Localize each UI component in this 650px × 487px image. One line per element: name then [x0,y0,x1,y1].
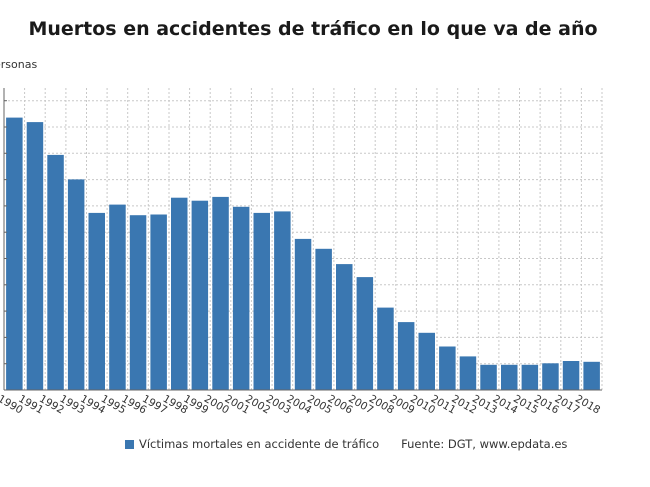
bar-layer [6,117,600,390]
bar-2007 [356,277,374,390]
legend: Víctimas mortales en accidente de tráfic… [125,437,567,451]
y-axis-label: ersonas [0,58,38,71]
bar-2013 [480,364,497,390]
bar-2000 [212,196,229,390]
legend-label: Víctimas mortales en accidente de tráfic… [139,437,380,451]
bar-2001 [232,206,250,390]
tick-label-layer: 1990199119921993199419951996199719981999… [0,393,602,417]
bar-2006 [336,264,353,390]
axis-layer [3,88,602,391]
bar-2014 [501,364,518,390]
bar-2017 [562,361,580,390]
bar-2012 [459,356,477,390]
bar-2002 [253,212,270,390]
bar-1999 [191,200,209,390]
bar-2018 [583,361,600,390]
bar-2011 [439,346,456,390]
bar-2004 [294,238,312,390]
bar-2010 [418,332,435,390]
bar-2015 [521,364,539,390]
bar-1990 [6,117,23,390]
legend-swatch [125,439,134,449]
bar-2003 [274,211,291,390]
bar-1993 [67,179,85,390]
chart-title: Muertos en accidentes de tráfico en lo q… [28,18,598,40]
bar-1992 [47,154,64,390]
bar-1998 [171,197,188,390]
bar-2008 [377,307,394,390]
bar-1997 [150,214,167,390]
bar-1994 [88,212,105,390]
bar-2005 [315,248,332,390]
bar-2016 [542,363,559,390]
source-note: Fuente: DGT, www.epdata.es [401,437,568,451]
bar-1996 [129,215,147,390]
bar-2009 [397,322,415,390]
bar-1991 [26,122,44,390]
bar-1995 [109,204,126,390]
